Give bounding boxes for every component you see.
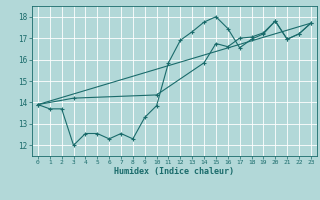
X-axis label: Humidex (Indice chaleur): Humidex (Indice chaleur) [115, 167, 234, 176]
